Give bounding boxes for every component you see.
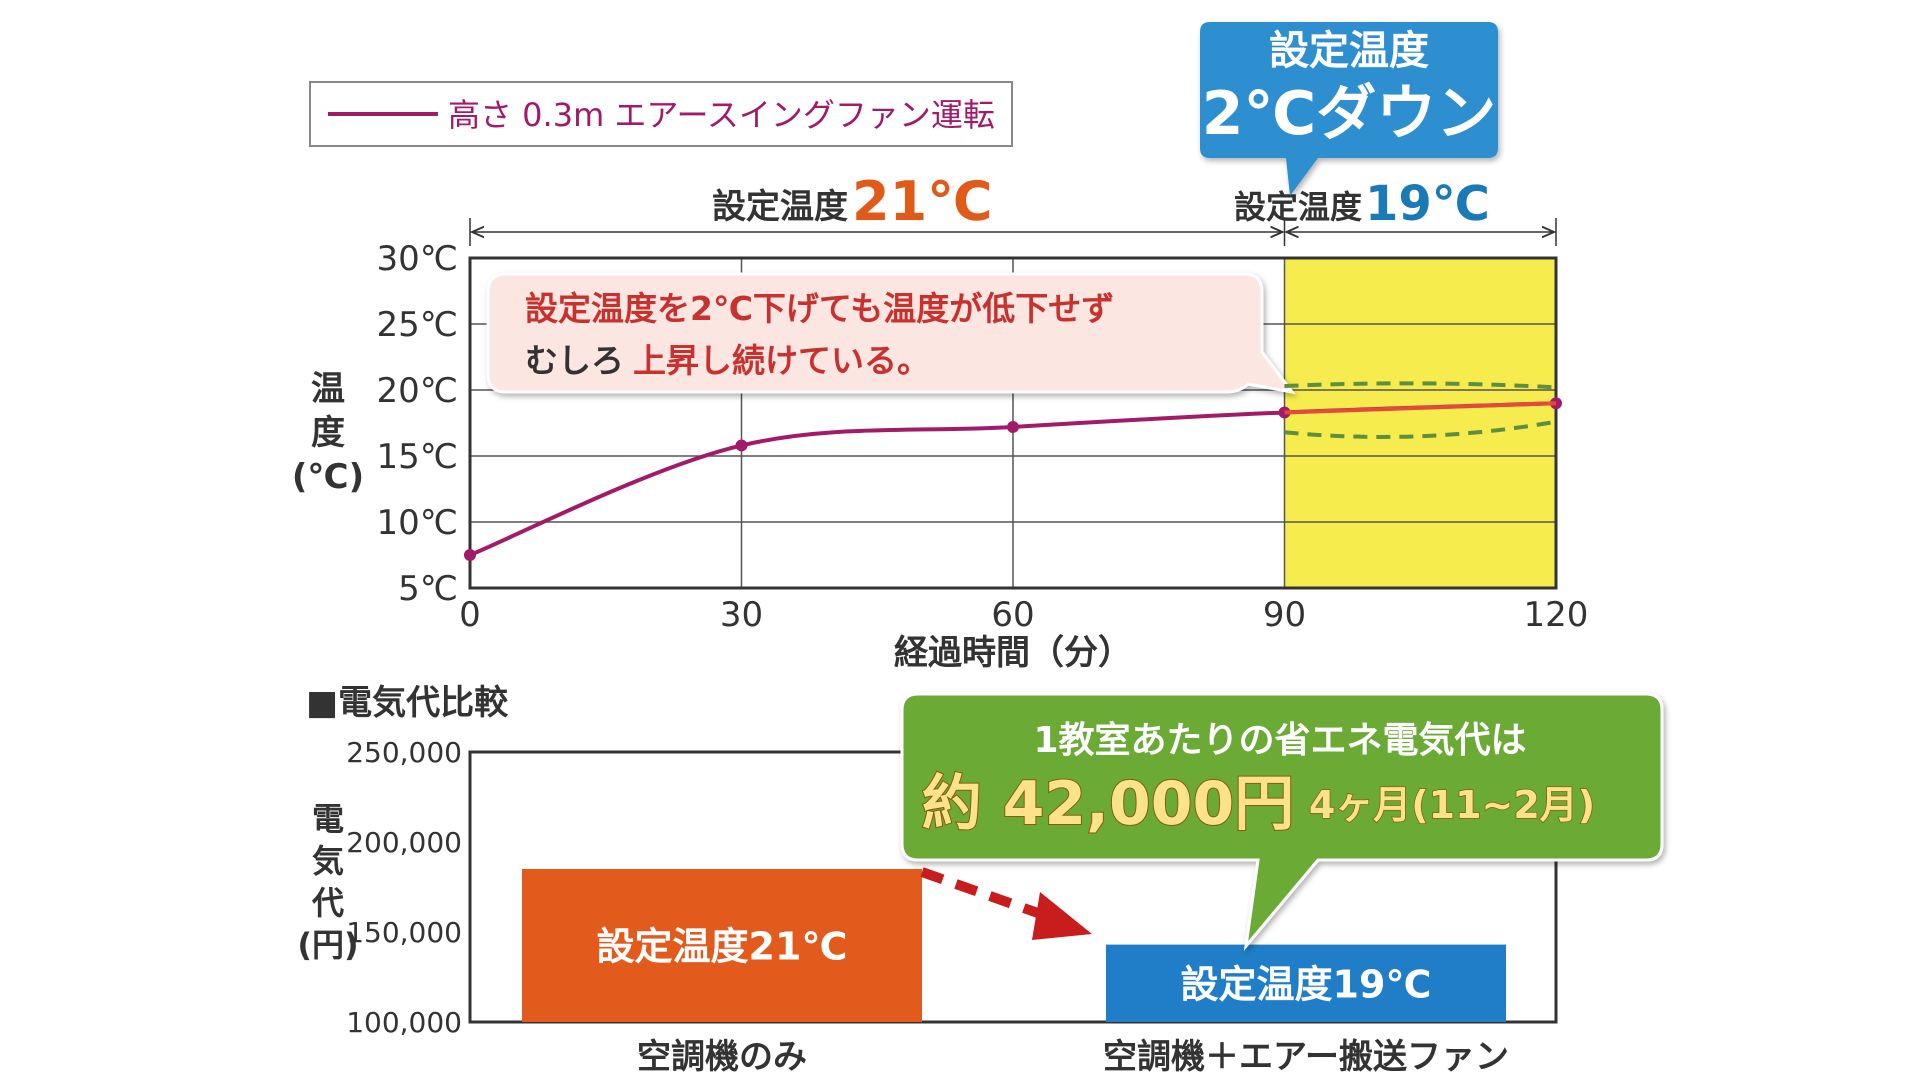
range-envelope [1284,381,1557,439]
y-axis-label-part: (℃) [292,457,364,497]
y-tick-label: 25℃ [377,305,458,345]
bar-label-2: 設定温度19℃ [1181,962,1432,1006]
y-axis-label-part: 温 [311,369,345,409]
bar-y-axis-label-part: 電 [312,800,344,838]
envelope-lower [1284,419,1557,439]
x-tick-label: 60 [991,595,1034,635]
y-tick-label: 15℃ [377,437,458,477]
bar-categories: 空調機のみ 空調機＋エアー搬送ファン [637,1037,1509,1077]
phase-2-value: 19℃ [1365,176,1490,232]
callout-note-line2-b: 上昇し続けている。 [633,341,930,380]
bar-y-tick-label: 100,000 [346,1006,462,1039]
phase-1-value: 21℃ [852,170,993,233]
series-segment-highlight [1284,401,1557,415]
bar-1 [522,869,922,1022]
x-axis-ticks: 0 30 60 90 120 [459,595,1588,635]
y-axis-label: 温度(℃) [292,369,364,497]
x-tick-label: 0 [459,595,481,635]
phase-indicators: 設定温度 21℃ 設定温度 19℃ [469,170,1557,246]
legend-label: 高さ 0.3m エアースイングファン運転 [448,96,995,134]
callout-savings-line1: 1教室あたりの省エネ電気代は [1033,720,1526,761]
bar-y-axis-ticks: 100,000 150,000 200,000 250,000 [346,736,462,1039]
bar-y-axis-label-part: 気 [312,842,344,880]
legend: 高さ 0.3m エアースイングファン運転 [309,81,1013,147]
series-temperature [464,397,1562,561]
data-point-30 [735,439,748,452]
temperature-line-chart: 高さ 0.3m エアースイングファン運転 設定温度 21℃ 設定温度 19℃ [292,22,1588,673]
x-tick-label: 90 [1263,595,1306,635]
data-point-0 [464,549,476,561]
bar-y-tick-label: 250,000 [346,736,462,769]
y-tick-label: 30℃ [377,239,458,279]
callout-note-line1: 設定温度を2℃下げても温度が低下せず [525,289,1114,328]
callout-note: 設定温度を2℃下げても温度が低下せず むしろ 上昇し続けている。 [486,272,1296,395]
callout-down-line2: 2℃ダウン [1202,79,1496,149]
bar-category-1: 空調機のみ [637,1037,807,1077]
bar-2 [1106,944,1506,1022]
plot-border [468,256,1558,590]
x-axis-label: 経過時間（分） [894,633,1132,673]
y-tick-label: 10℃ [377,503,458,543]
x-tick-label: 120 [1524,595,1589,635]
callout-savings: 1教室あたりの省エネ電気代は 約 42,000円 4ヶ月(11~2月) [900,692,1664,951]
bar-y-tick-label: 200,000 [346,826,462,859]
bar-label-1: 設定温度21℃ [597,925,848,969]
envelope-upper [1284,381,1557,390]
bar-y-axis-label: 電気代 (円) [297,800,358,964]
bar-y-tick-label: 150,000 [346,916,462,949]
callout-temp-down: 設定温度 2℃ダウン [1200,22,1498,196]
bar-category-2: 空調機＋エアー搬送ファン [1103,1037,1509,1077]
callout-savings-amount: 約 42,000円 [922,769,1294,839]
y-axis-label-part: 度 [311,413,345,453]
bars: 設定温度21℃ 設定温度19℃ [522,869,1506,1022]
highlight-region [1284,258,1556,588]
x-tick-label: 30 [720,595,763,635]
cost-bar-chart: ■電気代比較 100,000 150,000 200,000 250,000 電気代 (… [297,683,1664,1077]
data-point-60 [1007,420,1019,433]
callout-savings-period: 4ヶ月(11~2月) [1309,783,1595,827]
bar-y-axis-label-part: (円) [297,926,358,964]
y-tick-label: 20℃ [377,371,458,411]
y-axis-ticks: 5℃ 10℃ 15℃ 20℃ 25℃ 30℃ [377,239,458,609]
y-tick-label: 5℃ [398,569,458,609]
phase-1-prefix: 設定温度 [712,187,848,227]
comparison-arrow [920,867,1092,940]
callout-note-line2-a: むしろ [525,341,624,380]
bar-chart-title: ■電気代比較 [306,683,509,723]
phase-2-prefix: 設定温度 [1234,188,1362,226]
callout-down-line1: 設定温度 [1269,28,1429,74]
bar-y-axis-label-part: 代 [311,884,344,922]
